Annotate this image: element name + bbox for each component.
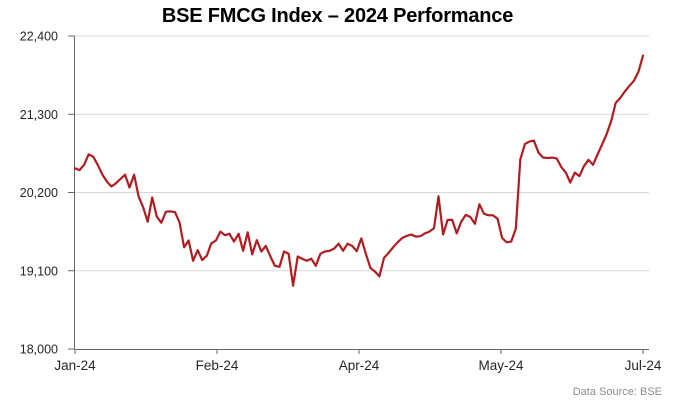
data-source-note: Data Source: BSE — [572, 386, 662, 398]
index-line-series — [73, 54, 645, 287]
x-tick-label: Jul-24 — [625, 358, 662, 373]
x-tick-label: Jan-24 — [54, 358, 96, 373]
x-tick-label: Apr-24 — [339, 358, 380, 373]
chart-title: BSE FMCG Index – 2024 Performance — [161, 5, 514, 27]
y-tick-label: 21,300 — [20, 108, 58, 122]
y-tick-label: 18,000 — [20, 343, 58, 357]
y-tick-label: 20,200 — [20, 186, 58, 200]
x-tick-label: May-24 — [478, 358, 524, 373]
x-tick-label: Feb-24 — [196, 358, 239, 373]
y-tick-label: 22,400 — [20, 30, 58, 44]
y-tick-label: 19,100 — [20, 264, 58, 278]
